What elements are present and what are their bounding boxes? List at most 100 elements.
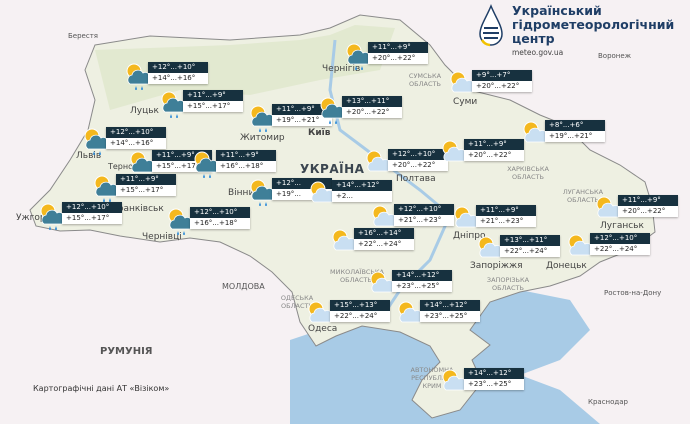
day-temperature: +15°...+17°	[116, 185, 176, 196]
place-brest: Берестя	[68, 32, 98, 40]
day-temperature: +19°...+21°	[545, 131, 605, 142]
sun-cloud-icon	[523, 121, 548, 143]
sun-cloud-icon	[366, 150, 391, 172]
night-temperature: +14°...+12°	[332, 180, 392, 191]
day-temperature: +23°...+25°	[392, 281, 452, 292]
sun-cloud-icon	[308, 301, 333, 323]
sun-cloud-icon	[372, 205, 397, 227]
night-temperature: +12°...+10°	[394, 204, 454, 215]
night-temperature: +11°...+9°	[183, 90, 243, 101]
place-luhansk: Луганськ	[600, 221, 644, 231]
temperature-label: +13°...+11° +20°...+22°	[342, 96, 402, 118]
temperature-label: +11°...+9° +15°...+17°	[116, 174, 176, 196]
day-temperature: +22°...+24°	[330, 311, 390, 322]
place-dnipro: Дніпро	[453, 231, 486, 241]
sun-cloud-rain-icon	[320, 97, 345, 124]
sun-cloud-icon	[442, 369, 467, 391]
country-romania: РУМУНІЯ	[100, 346, 153, 357]
day-temperature: +23°...+25°	[420, 311, 480, 322]
night-temperature: +12°...	[272, 178, 332, 189]
day-temperature: +21°...+23°	[476, 216, 536, 227]
sun-cloud-rain-icon	[168, 208, 193, 235]
day-temperature: +19°...+21°	[272, 115, 332, 126]
place-frankivsk: Франківськ	[110, 204, 164, 214]
place-kyiv: Київ	[308, 128, 331, 138]
ugmc-logo[interactable]: Український гідрометеорологічний центр m…	[478, 4, 674, 57]
day-temperature: +20°...+22°	[464, 150, 524, 161]
region-mykolaiv: МИКОЛАЇВСЬКА ОБЛАСТЬ	[330, 268, 384, 284]
night-temperature: +14°...+12°	[464, 368, 524, 379]
logo-line3: центр	[512, 31, 555, 46]
water-drop-logo-icon	[479, 4, 503, 47]
temperature-label: +11°...+9° +16°...+18°	[216, 150, 276, 172]
region-crimea: АВТОНОМНА РЕСПУБЛІКА КРИМ	[410, 366, 454, 390]
place-lviv: Львів	[76, 151, 102, 161]
day-temperature: +23°...+25°	[464, 379, 524, 390]
forest-area	[95, 25, 395, 110]
temperature-label: +12°...+10° +14°...+16°	[106, 127, 166, 149]
country-moldova: МОЛДОВА	[222, 282, 265, 291]
temperature-label: +12°...+10° +21°...+23°	[394, 204, 454, 226]
place-chernihiv: Чернігів	[322, 64, 361, 74]
region-odesa: ОДЕСЬКА ОБЛАСТЬ	[280, 294, 314, 310]
night-temperature: +11°...+9°	[368, 42, 428, 53]
temperature-label: +11°...+9° +19°...+21°	[272, 104, 332, 126]
temperature-label: +11°...+9° +20°...+22°	[464, 139, 524, 161]
place-poltava: Полтава	[396, 174, 436, 184]
night-temperature: +12°...+10°	[106, 127, 166, 138]
temperature-label: +12°...+10° +14°...+16°	[148, 62, 208, 84]
temperature-label: +8°...+6° +19°...+21°	[545, 120, 605, 142]
night-temperature: +14°...+12°	[420, 300, 480, 311]
place-chernivtsi: Чернівці	[142, 232, 182, 242]
night-temperature: +15°...+13°	[330, 300, 390, 311]
sun-cloud-rain-icon	[194, 151, 219, 178]
sun-cloud-icon	[596, 196, 621, 218]
night-temperature: +8°...+6°	[545, 120, 605, 131]
day-temperature: +15°...+17°	[152, 161, 212, 172]
temperature-label: +12°...+10° +16°...+18°	[190, 207, 250, 229]
day-temperature: +22°...+24°	[354, 239, 414, 250]
night-temperature: +12°...+10°	[148, 62, 208, 73]
place-ternopil: Тернопіль	[108, 162, 151, 171]
day-temperature: +15°...+17°	[62, 213, 122, 224]
temperature-label: +15°...+13° +22°...+24°	[330, 300, 390, 322]
region-zaporizhzhia: ЗАПОРІЗЬКА ОБЛАСТЬ	[486, 276, 530, 292]
region-sumy: СУМСЬКА ОБЛАСТЬ	[408, 72, 442, 88]
place-zhytomyr: Житомир	[240, 133, 285, 143]
place-odesa: Одеса	[308, 324, 338, 334]
day-temperature: +20°...+22°	[618, 206, 678, 217]
day-temperature: +20°...+22°	[388, 160, 448, 171]
night-temperature: +16°...+14°	[354, 228, 414, 239]
temperature-label: +12°...+10° +22°...+24°	[590, 233, 650, 255]
temperature-label: +11°...+9° +15°...+17°	[183, 90, 243, 112]
sun-cloud-rain-icon	[94, 175, 119, 202]
sun-cloud-rain-icon	[161, 91, 186, 118]
temperature-label: +16°...+14° +22°...+24°	[354, 228, 414, 250]
place-lutsk: Луцьк	[130, 106, 159, 116]
temperature-label: +12°... +19°...	[272, 178, 332, 200]
sun-cloud-icon	[568, 234, 593, 256]
temperature-label: +9°...+7° +20°...+22°	[472, 70, 532, 92]
day-temperature: +2...	[332, 191, 392, 202]
temperature-label: +14°...+12° +23°...+25°	[392, 270, 452, 292]
night-temperature: +11°...+9°	[464, 139, 524, 150]
region-luhansk: ЛУГАНСЬКА ОБЛАСТЬ	[562, 188, 604, 204]
day-temperature: +21°...+23°	[394, 215, 454, 226]
day-temperature: +22°...+24°	[500, 246, 560, 257]
night-temperature: +12°...+10°	[590, 233, 650, 244]
night-temperature: +11°...+9°	[618, 195, 678, 206]
day-temperature: +20°...+22°	[368, 53, 428, 64]
day-temperature: +15°...+17°	[183, 101, 243, 112]
sun-cloud-rain-icon	[346, 43, 371, 70]
night-temperature: +13°...+11°	[342, 96, 402, 107]
place-rostov: Ростов-на-Дону	[604, 289, 662, 297]
night-temperature: +11°...+9°	[152, 150, 212, 161]
place-vinnytsia: Вінниця	[228, 188, 266, 198]
night-temperature: +9°...+7°	[472, 70, 532, 81]
temperature-label: +14°...+12° +2...	[332, 180, 392, 202]
place-sumy: Суми	[453, 97, 478, 107]
country-ukraine: УКРАЇНА	[300, 162, 365, 176]
temperature-label: +11°...+9° +20°...+22°	[618, 195, 678, 217]
day-temperature: +20°...+22°	[342, 107, 402, 118]
